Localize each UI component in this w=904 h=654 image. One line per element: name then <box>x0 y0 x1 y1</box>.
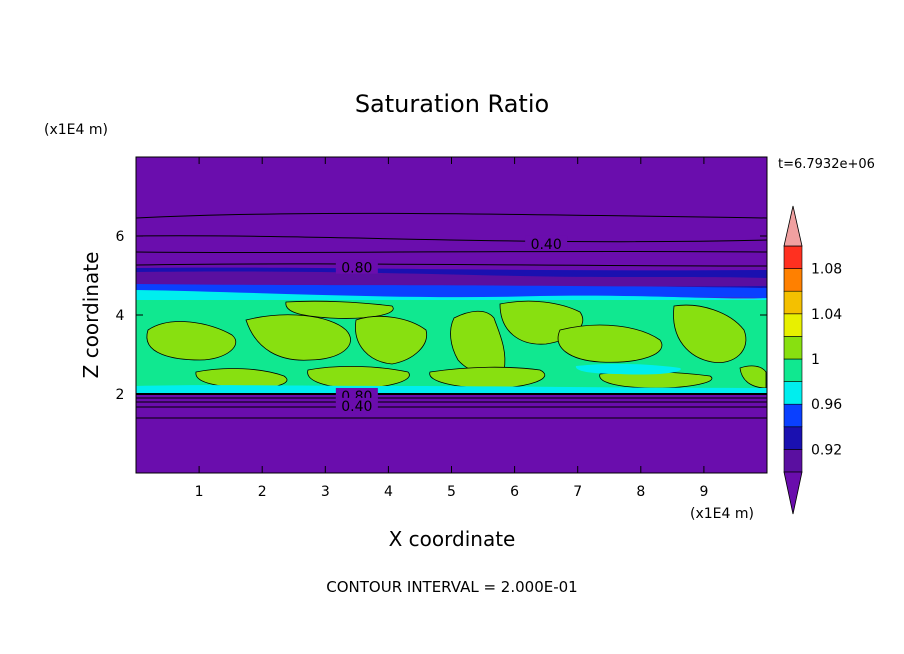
x-axis-title: X coordinate <box>389 527 516 551</box>
colorbar-swatch <box>783 403 803 428</box>
y-axis-title: Z coordinate <box>79 252 103 379</box>
x-tick-label: 9 <box>699 484 708 500</box>
x-tick-label: 8 <box>636 484 645 500</box>
chart-title: Saturation Ratio <box>355 90 549 118</box>
time-label: t=6.7932e+06 <box>778 157 875 172</box>
plot-area: 0.400.800.800.40 <box>135 156 768 474</box>
y-tick-label: 6 <box>116 229 125 245</box>
y-axis: 2 4 6 <box>116 229 767 403</box>
contour-label-bg <box>525 235 568 250</box>
colorbar-swatch <box>783 245 803 269</box>
colorbar-under-arrow <box>783 471 803 515</box>
y-tick-label: 4 <box>116 308 125 324</box>
x-tick-label: 2 <box>258 484 267 500</box>
colorbar-tick-label: 1 <box>811 352 820 368</box>
contour-interval-footer: CONTOUR INTERVAL = 2.000E-01 <box>326 578 577 596</box>
supersaturated-patches <box>146 300 767 389</box>
x-tick-label: 3 <box>321 484 330 500</box>
x-tick-label: 4 <box>384 484 393 500</box>
colorbar: 0.92 0.96 1 1.04 1.08 <box>783 205 842 515</box>
x-tick-label: 6 <box>510 484 519 500</box>
x-axis: 1 2 3 4 5 6 7 8 9 <box>195 157 708 500</box>
subsaturated-patches <box>136 363 767 394</box>
x-tick-label: 5 <box>447 484 456 500</box>
contour-label-bg <box>335 259 378 274</box>
colorbar-tick-label: 0.96 <box>811 397 842 413</box>
colorbar-swatch <box>783 313 803 337</box>
colorbar-tick-label: 1.04 <box>811 307 842 323</box>
contour-label: 0.40 <box>341 399 372 415</box>
colorbar-tick-label: 0.92 <box>811 442 842 458</box>
colorbar-swatch <box>783 268 803 292</box>
moist-layer <box>136 300 767 394</box>
colorbar-swatch <box>783 381 803 405</box>
colorbar-swatch <box>783 426 803 450</box>
contour-label-bg <box>335 397 378 412</box>
y-unit-label: (x1E4 m) <box>44 122 108 138</box>
colorbar-swatch <box>783 449 803 473</box>
x-unit-label: (x1E4 m) <box>690 506 754 522</box>
y-tick-label: 2 <box>116 387 125 403</box>
colorbar-swatch <box>783 336 803 360</box>
colorbar-swatch <box>783 358 803 382</box>
contour-labels: 0.400.800.800.40 <box>335 235 568 415</box>
contour-label: 0.40 <box>531 237 562 253</box>
colorbar-over-arrow <box>783 205 803 247</box>
contour-label: 0.80 <box>341 261 372 277</box>
lower-contour-lines <box>136 393 767 419</box>
x-tick-label: 1 <box>195 484 204 500</box>
colorbar-swatch <box>783 290 803 315</box>
upper-contour-lines <box>135 212 768 267</box>
colorbar-tick-label: 1.08 <box>811 262 842 278</box>
x-tick-label: 7 <box>573 484 582 500</box>
